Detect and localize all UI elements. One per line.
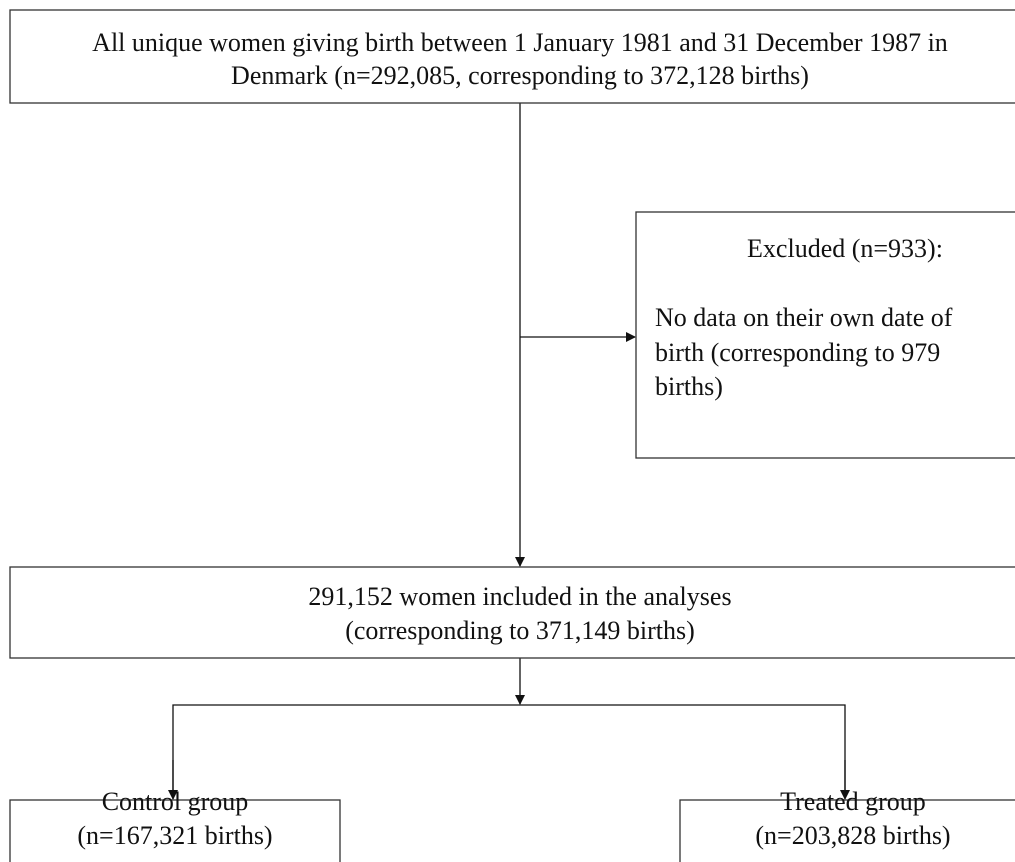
node-text: Control group	[102, 787, 249, 816]
node-text: Denmark (n=292,085, corresponding to 372…	[231, 61, 809, 90]
node-title: Excluded (n=933):	[747, 234, 943, 263]
box	[9, 566, 1015, 659]
node-text: birth (corresponding to 979	[655, 338, 940, 367]
node-text: (n=167,321 births)	[77, 821, 272, 850]
node-text: Treated group	[780, 787, 926, 816]
box	[9, 9, 1015, 104]
split-line	[172, 704, 846, 798]
node-text: (n=203,828 births)	[755, 821, 950, 850]
box	[9, 799, 341, 862]
box	[679, 799, 1015, 862]
node-text: All unique women giving birth between 1 …	[92, 28, 948, 57]
node-text: births)	[655, 372, 723, 401]
node-text: No data on their own date of	[655, 303, 953, 332]
box	[635, 211, 1015, 459]
node-text: 291,152 women included in the analyses	[308, 582, 731, 611]
node-text: (corresponding to 371,149 births)	[345, 616, 695, 645]
